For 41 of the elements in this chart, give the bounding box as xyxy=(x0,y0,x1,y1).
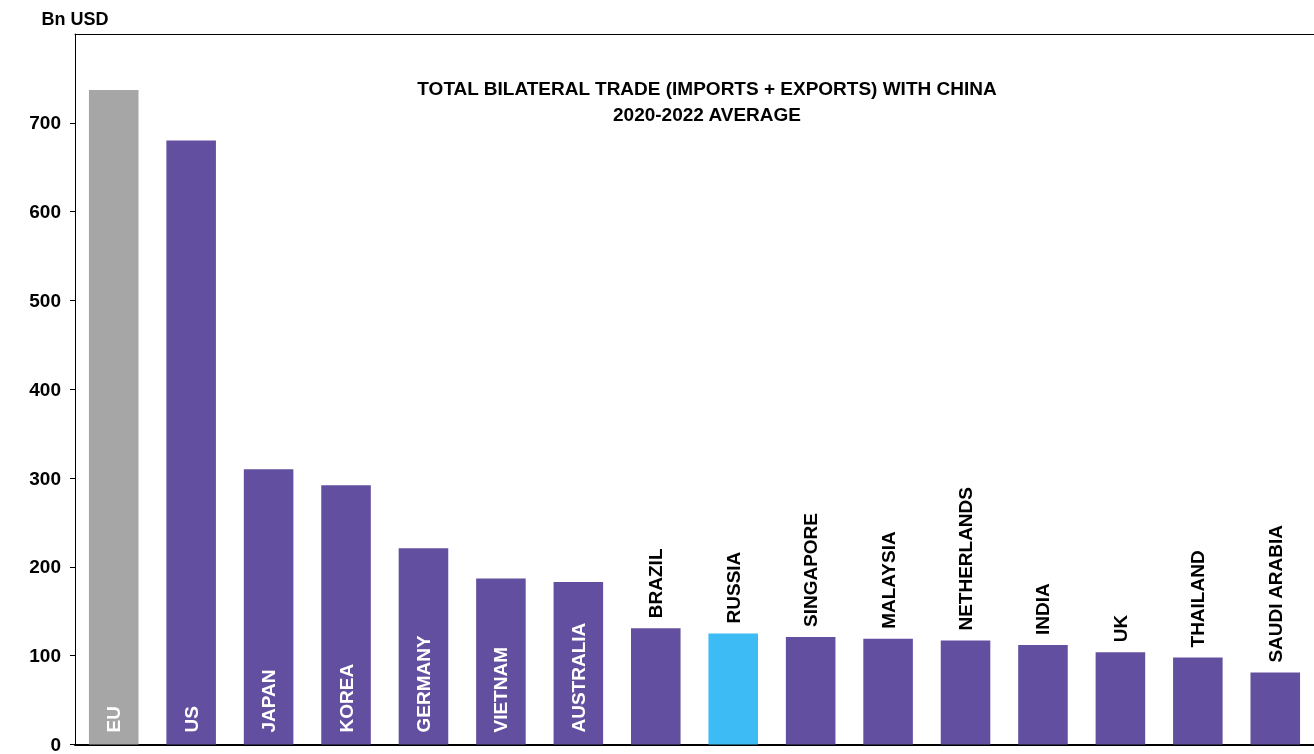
x-tick-label: SAUDI ARABIA xyxy=(1264,524,1286,663)
bar xyxy=(1250,672,1301,745)
x-tick-label: EU xyxy=(103,706,125,733)
x-tick-label: UK xyxy=(1109,614,1131,643)
bar xyxy=(88,89,139,745)
bar xyxy=(321,485,371,745)
y-axis-title: Bn USD xyxy=(41,9,109,29)
y-tick-label: 700 xyxy=(29,112,61,134)
x-tick-label: GERMANY xyxy=(412,635,434,733)
x-tick-label: THAILAND xyxy=(1187,550,1209,648)
bar xyxy=(476,578,526,745)
bar xyxy=(631,628,681,745)
x-tick-label: INDIA xyxy=(1032,583,1054,636)
x-tick-label: BRAZIL xyxy=(645,548,667,619)
x-tick-label: VIETNAM xyxy=(490,647,512,733)
x-tick-label: AUSTRALIA xyxy=(567,622,589,733)
x-tick-label: KOREA xyxy=(335,663,357,733)
bar xyxy=(166,140,216,745)
x-tick-label: SINGAPORE xyxy=(800,513,822,628)
x-tick-label: NETHERLANDS xyxy=(955,487,977,631)
bar xyxy=(243,469,294,745)
text: TOTAL BILATERAL TRADE (IMPORTS + EXPORTS) WITH CHINA 2020-2022 AVERAGE xyxy=(417,77,997,125)
bar xyxy=(708,633,758,745)
y-tick-label: 0 xyxy=(50,734,61,754)
y-tick-label: 300 xyxy=(29,467,61,489)
x-tick-label: JAPAN xyxy=(258,669,280,733)
bar xyxy=(1018,645,1068,745)
y-tick-label: 500 xyxy=(29,289,61,311)
y-tick-label: 200 xyxy=(29,556,61,578)
bar xyxy=(940,640,991,745)
y-tick-label: 100 xyxy=(29,645,61,667)
x-tick-label: MALAYSIA xyxy=(877,531,899,629)
y-tick-label: 600 xyxy=(29,201,61,223)
x-tick-label: RUSSIA xyxy=(722,551,744,624)
bar xyxy=(398,548,449,745)
bar xyxy=(785,637,836,745)
bar xyxy=(1173,657,1223,745)
bar xyxy=(1095,652,1146,745)
y-tick-label: 400 xyxy=(29,378,61,400)
x-tick-label: US xyxy=(180,706,202,733)
bar xyxy=(863,638,913,745)
